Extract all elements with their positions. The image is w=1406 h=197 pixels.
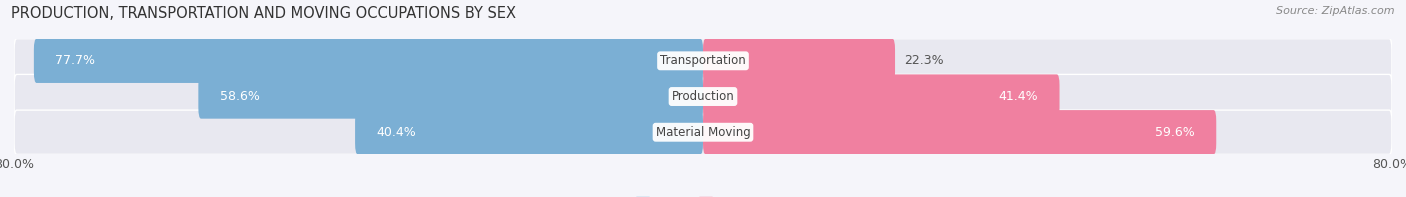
Text: Material Moving: Material Moving <box>655 126 751 139</box>
FancyBboxPatch shape <box>14 39 1392 83</box>
FancyBboxPatch shape <box>703 39 896 83</box>
Text: Production: Production <box>672 90 734 103</box>
FancyBboxPatch shape <box>14 74 1392 119</box>
Text: 59.6%: 59.6% <box>1154 126 1195 139</box>
Text: 40.4%: 40.4% <box>377 126 416 139</box>
FancyBboxPatch shape <box>703 74 1060 119</box>
FancyBboxPatch shape <box>34 39 703 83</box>
FancyBboxPatch shape <box>198 74 703 119</box>
FancyBboxPatch shape <box>703 110 1216 154</box>
Text: 77.7%: 77.7% <box>55 54 96 67</box>
FancyBboxPatch shape <box>356 110 703 154</box>
Text: 22.3%: 22.3% <box>904 54 943 67</box>
Text: 58.6%: 58.6% <box>219 90 260 103</box>
Text: Source: ZipAtlas.com: Source: ZipAtlas.com <box>1277 6 1395 16</box>
FancyBboxPatch shape <box>14 110 1392 154</box>
Text: 41.4%: 41.4% <box>998 90 1038 103</box>
Text: Transportation: Transportation <box>661 54 745 67</box>
Text: PRODUCTION, TRANSPORTATION AND MOVING OCCUPATIONS BY SEX: PRODUCTION, TRANSPORTATION AND MOVING OC… <box>11 6 516 21</box>
